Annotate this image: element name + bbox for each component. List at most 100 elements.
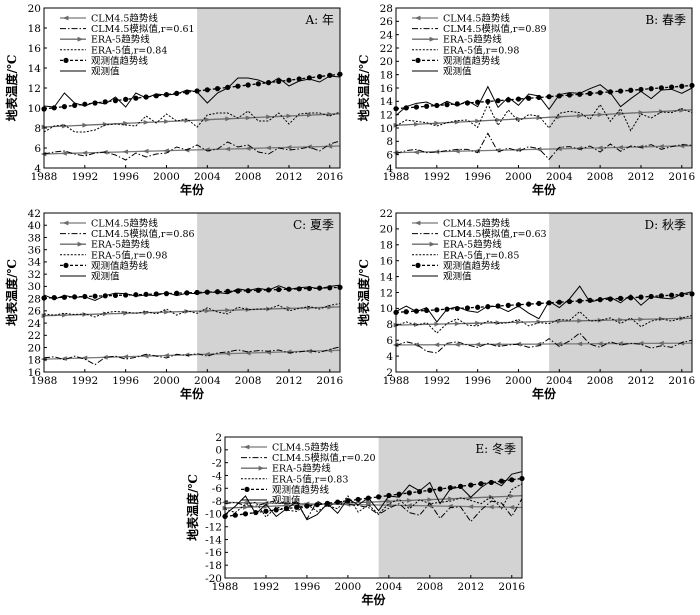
legend-marker (415, 262, 421, 268)
series-point-era_trend (638, 110, 645, 115)
y-tick-label: -16 (205, 547, 222, 559)
series-point-clm_trend (576, 145, 583, 151)
legend-label: ERA-5趋势线 (91, 34, 150, 46)
series-point-obs_trend (566, 92, 573, 98)
legend-label: 观测值 (91, 66, 120, 78)
y-tick-label: 22 (380, 208, 393, 220)
plot-frame (224, 436, 523, 579)
series-point-obs_trend (174, 90, 180, 96)
series-point-era_trend (204, 117, 211, 123)
x-tick-label: 2000 (153, 171, 180, 183)
x-tick-label: 1996 (112, 375, 139, 387)
series-point-clm_trend (413, 342, 419, 348)
x-axis-label: 年份 (532, 386, 557, 401)
y-tick-label: 8 (386, 136, 393, 148)
y-tick-label: 6 (386, 149, 393, 161)
series-point-obs_trend (587, 90, 593, 97)
series-point-clm_trend (658, 340, 664, 346)
series-point-obs_trend (396, 491, 402, 497)
x-tick-label: 2016 (316, 171, 343, 183)
series-point-clm_trend (494, 147, 501, 153)
series-point-era_trend (658, 316, 665, 322)
series-point-era_trend (434, 120, 441, 126)
x-tick-label: 2016 (668, 171, 695, 183)
series-point-era_trend (245, 115, 252, 121)
series-point-clm_trend (204, 351, 210, 357)
series-point-era_trend (306, 112, 313, 118)
y-tick-label: -10 (205, 509, 222, 521)
y-tick-label: 16 (380, 256, 394, 268)
series-point-era_trend (164, 309, 170, 315)
y-tick-label: 4 (34, 163, 41, 175)
series-point-era_trend (679, 108, 685, 113)
y-axis-label: 地表温度/℃ (356, 259, 371, 326)
series-point-obs_trend (648, 86, 654, 92)
x-tick-label: 2008 (235, 171, 262, 183)
series-point-era_trend (618, 111, 624, 116)
series-point-obs_trend (509, 477, 515, 483)
series-point-era_trend (516, 319, 522, 325)
series-point-obs_trend (204, 87, 210, 93)
series-point-clm_trend (244, 350, 251, 356)
series-line-era_val (395, 102, 693, 132)
series-point-clm_trend (224, 351, 231, 357)
series-point-obs_trend (526, 95, 532, 101)
series-point-clm_trend (61, 356, 67, 361)
series-point-obs_trend (242, 511, 249, 517)
series-point-era_trend (164, 119, 170, 124)
legend-label: CLM4.5模拟值,r=0.86 (91, 228, 195, 240)
legend-label: CLM4.5趋势线 (272, 442, 339, 454)
y-tick-label: -20 (205, 573, 222, 585)
series-point-era_trend (286, 306, 293, 311)
series-point-obs_trend (245, 82, 251, 88)
series-point-era_trend (327, 111, 333, 117)
series-point-obs_trend (546, 94, 552, 100)
series-point-obs_trend (485, 98, 491, 105)
y-tick-label: 18 (380, 69, 393, 81)
y-tick-label: 20 (380, 56, 393, 68)
series-point-obs_trend (51, 105, 57, 111)
series-point-obs_trend (607, 89, 613, 95)
y-tick-label: 34 (28, 257, 42, 269)
panel-title: D: 秋季 (645, 218, 686, 232)
series-point-era_trend (556, 318, 563, 324)
series-line-obs_val (43, 284, 341, 301)
y-tick-label: 14 (380, 271, 394, 283)
series-line-clm_sim (224, 498, 523, 523)
series-point-obs_trend (133, 95, 139, 101)
series-point-era_trend (597, 112, 604, 118)
legend-marker (414, 220, 421, 226)
series-point-clm_trend (163, 353, 169, 358)
legend-label: ERA-5趋势线 (443, 239, 502, 251)
series-point-era_trend (414, 121, 420, 127)
series-point-obs_trend (617, 295, 624, 301)
x-tick-label: 1996 (464, 375, 491, 387)
series-point-clm_trend (454, 342, 460, 347)
y-tick-label: -12 (205, 522, 222, 534)
y-axis-label: 地表温度/℃ (356, 55, 371, 122)
x-tick-label: 1988 (383, 375, 410, 387)
series-point-clm_trend (494, 341, 501, 347)
series-point-era_trend (123, 310, 129, 316)
x-tick-label: 2012 (457, 581, 484, 593)
series-line-obs_val (43, 75, 341, 108)
series-point-obs_trend (294, 504, 300, 510)
series-point-era_trend (447, 496, 454, 502)
series-point-era_trend (454, 119, 461, 125)
series-point-clm_trend (658, 144, 664, 149)
series-point-era_trend (488, 494, 495, 500)
x-tick-label: 2016 (668, 375, 695, 387)
x-tick-label: 1988 (31, 375, 58, 387)
y-tick-label: 0 (215, 445, 222, 457)
series-point-clm_trend (535, 146, 542, 152)
series-point-era_trend (658, 109, 665, 114)
x-tick-label: 1996 (294, 581, 321, 593)
x-tick-label: 2000 (505, 171, 532, 183)
series-point-obs_trend (515, 302, 522, 308)
panel-title: A: 年 (304, 13, 334, 27)
series-point-clm_trend (262, 500, 269, 506)
series-point-obs_trend (434, 307, 440, 313)
x-axis-label: 年份 (361, 592, 386, 607)
legend-label: CLM4.5趋势线 (443, 13, 510, 25)
series-point-obs_trend (556, 299, 562, 305)
